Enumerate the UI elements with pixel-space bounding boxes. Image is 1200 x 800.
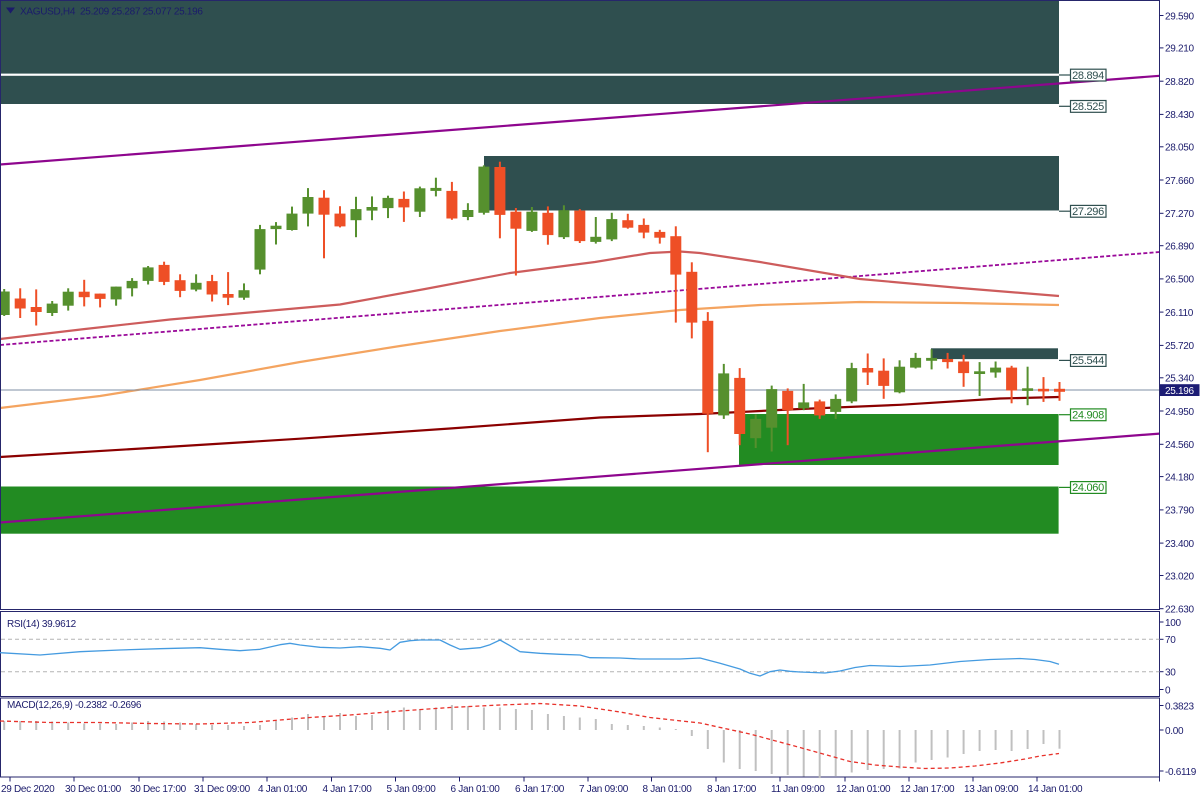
svg-text:8 Jan 17:00: 8 Jan 17:00 (707, 784, 757, 795)
svg-text:28.820: 28.820 (1165, 77, 1195, 88)
svg-text:70: 70 (1165, 635, 1176, 646)
svg-text:-0.6119: -0.6119 (1165, 767, 1197, 778)
svg-text:11 Jan 09:00: 11 Jan 09:00 (771, 784, 825, 795)
svg-text:29 Dec 2020: 29 Dec 2020 (1, 784, 55, 795)
svg-text:13 Jan 09:00: 13 Jan 09:00 (964, 784, 1019, 795)
svg-text:24.180: 24.180 (1165, 472, 1195, 483)
svg-text:23.400: 23.400 (1165, 539, 1195, 550)
svg-text:0.00: 0.00 (1165, 726, 1184, 737)
svg-text:22.630: 22.630 (1165, 605, 1195, 616)
svg-text:26.500: 26.500 (1165, 275, 1195, 286)
svg-text:24.560: 24.560 (1165, 440, 1195, 451)
svg-text:28.050: 28.050 (1165, 143, 1195, 154)
svg-text:12 Jan 17:00: 12 Jan 17:00 (900, 784, 955, 795)
svg-text:30 Dec 01:00: 30 Dec 01:00 (65, 784, 122, 795)
svg-text:6 Jan 17:00: 6 Jan 17:00 (515, 784, 565, 795)
svg-text:26.890: 26.890 (1165, 242, 1195, 253)
svg-text:0.3823: 0.3823 (1165, 701, 1195, 712)
svg-text:MACD(12,26,9) -0.2382 -0.2696: MACD(12,26,9) -0.2382 -0.2696 (7, 700, 142, 711)
svg-text:RSI(14) 39.9612: RSI(14) 39.9612 (7, 619, 77, 630)
svg-text:12 Jan 01:00: 12 Jan 01:00 (836, 784, 891, 795)
svg-text:27.296: 27.296 (1072, 206, 1104, 218)
svg-text:27.660: 27.660 (1165, 176, 1195, 187)
svg-text:25.196: 25.196 (1165, 386, 1195, 397)
svg-text:30: 30 (1165, 668, 1176, 679)
svg-text:26.110: 26.110 (1165, 308, 1194, 319)
svg-text:4 Jan 01:00: 4 Jan 01:00 (258, 784, 308, 795)
svg-text:100: 100 (1165, 618, 1182, 629)
svg-text:30 Dec 17:00: 30 Dec 17:00 (130, 784, 187, 795)
svg-text:0: 0 (1165, 685, 1171, 696)
svg-text:25.720: 25.720 (1165, 341, 1195, 352)
svg-text:29.210: 29.210 (1165, 44, 1195, 55)
svg-text:23.020: 23.020 (1165, 571, 1195, 582)
svg-text:28.894: 28.894 (1072, 70, 1104, 82)
svg-text:24.950: 24.950 (1165, 407, 1195, 418)
svg-text:27.270: 27.270 (1165, 209, 1195, 220)
svg-text:14 Jan 01:00: 14 Jan 01:00 (1028, 784, 1083, 795)
svg-text:25.340: 25.340 (1165, 374, 1195, 385)
svg-text:4 Jan 17:00: 4 Jan 17:00 (323, 784, 373, 795)
svg-text:5 Jan 09:00: 5 Jan 09:00 (387, 784, 437, 795)
svg-text:25.544: 25.544 (1072, 355, 1104, 367)
svg-text:31 Dec 09:00: 31 Dec 09:00 (194, 784, 251, 795)
svg-text:6 Jan 01:00: 6 Jan 01:00 (451, 784, 501, 795)
svg-text:8 Jan 01:00: 8 Jan 01:00 (643, 784, 693, 795)
svg-text:24.060: 24.060 (1072, 482, 1104, 494)
svg-text:23.790: 23.790 (1165, 506, 1195, 517)
svg-text:7 Jan 09:00: 7 Jan 09:00 (579, 784, 629, 795)
svg-text:29.590: 29.590 (1165, 11, 1195, 22)
svg-text:28.525: 28.525 (1072, 101, 1104, 113)
svg-text:28.430: 28.430 (1165, 110, 1195, 121)
svg-text:XAGUSD,H4 25.209 25.287 25.07: XAGUSD,H4 25.209 25.287 25.077 25.196 (20, 7, 203, 18)
svg-text:24.908: 24.908 (1072, 410, 1104, 422)
